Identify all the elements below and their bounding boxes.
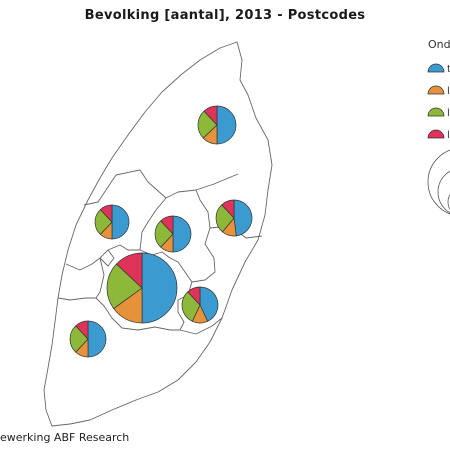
boundary-center-west (83, 174, 117, 206)
pie-5-slice-4 (115, 252, 143, 289)
boundary-north (115, 169, 239, 199)
source-credit: ewerking ABF Research (0, 431, 130, 444)
pie-1-slice-1 (216, 105, 237, 145)
boundary-center (139, 249, 193, 331)
pie-4-slice-3 (215, 204, 235, 233)
size-legend (427, 149, 450, 215)
legend-label-4: l (447, 130, 450, 141)
pie-4 (215, 199, 253, 237)
boundary-center-block (191, 189, 216, 283)
pie-2-slice-3 (94, 209, 113, 235)
pie-5-slice-1 (141, 252, 178, 324)
pie-6-slice-4 (187, 286, 201, 306)
legend-item-1: t (427, 63, 450, 75)
legend-swatch-3 (427, 107, 445, 117)
boundary-pocket (99, 249, 115, 267)
boundary-center-east (139, 197, 167, 251)
pie-3-slice-4 (160, 215, 174, 235)
pie-2-slice-4 (99, 204, 113, 223)
pie-3-slice-1 (172, 215, 192, 253)
legend-title: Ond (428, 38, 450, 51)
boundary-west-mid (65, 244, 140, 271)
pie-3-slice-3 (154, 220, 174, 248)
island-outline (43, 41, 273, 427)
legend-swatch-2 (427, 85, 445, 95)
legend-label-1: t (447, 64, 450, 75)
boundary-southwest (57, 297, 96, 301)
pie-2-slice-1 (111, 204, 130, 240)
legend-swatches: t l l l (427, 63, 450, 141)
legend-label-2: l (447, 86, 450, 97)
pie-6-slice-3 (181, 291, 201, 322)
pie-7-slice-4 (75, 320, 89, 340)
pie-1-slice-3 (197, 110, 218, 139)
legend-swatch-4 (427, 129, 445, 139)
legend-item-2: l (427, 85, 450, 97)
pie-4-slice-1 (233, 199, 253, 237)
pie-7-slice-1 (87, 320, 107, 358)
pie-2 (94, 204, 130, 240)
pie-7-slice-3 (69, 325, 89, 353)
pie-3 (154, 215, 192, 253)
legend-item-4: l (427, 129, 450, 141)
legend-label-3: l (447, 108, 450, 119)
pie-1 (197, 105, 237, 145)
pie-7 (69, 320, 107, 358)
legend-swatch-1 (427, 63, 445, 73)
pie-5 (106, 252, 178, 324)
map-title: Bevolking [aantal], 2013 - Postcodes (84, 8, 366, 23)
pie-4-slice-4 (221, 199, 235, 219)
pie-6 (181, 286, 219, 324)
pie-layer (69, 105, 253, 358)
legend-item-3: l (427, 107, 450, 119)
boundary-south-center (95, 257, 223, 335)
size-legend-circle-small (447, 194, 450, 210)
pie-6-slice-1 (199, 286, 219, 322)
size-legend-circle-large (427, 149, 450, 215)
pie-5-slice-3 (106, 263, 143, 310)
pie-1-slice-4 (203, 105, 218, 126)
size-legend-circle-medium (437, 170, 450, 214)
